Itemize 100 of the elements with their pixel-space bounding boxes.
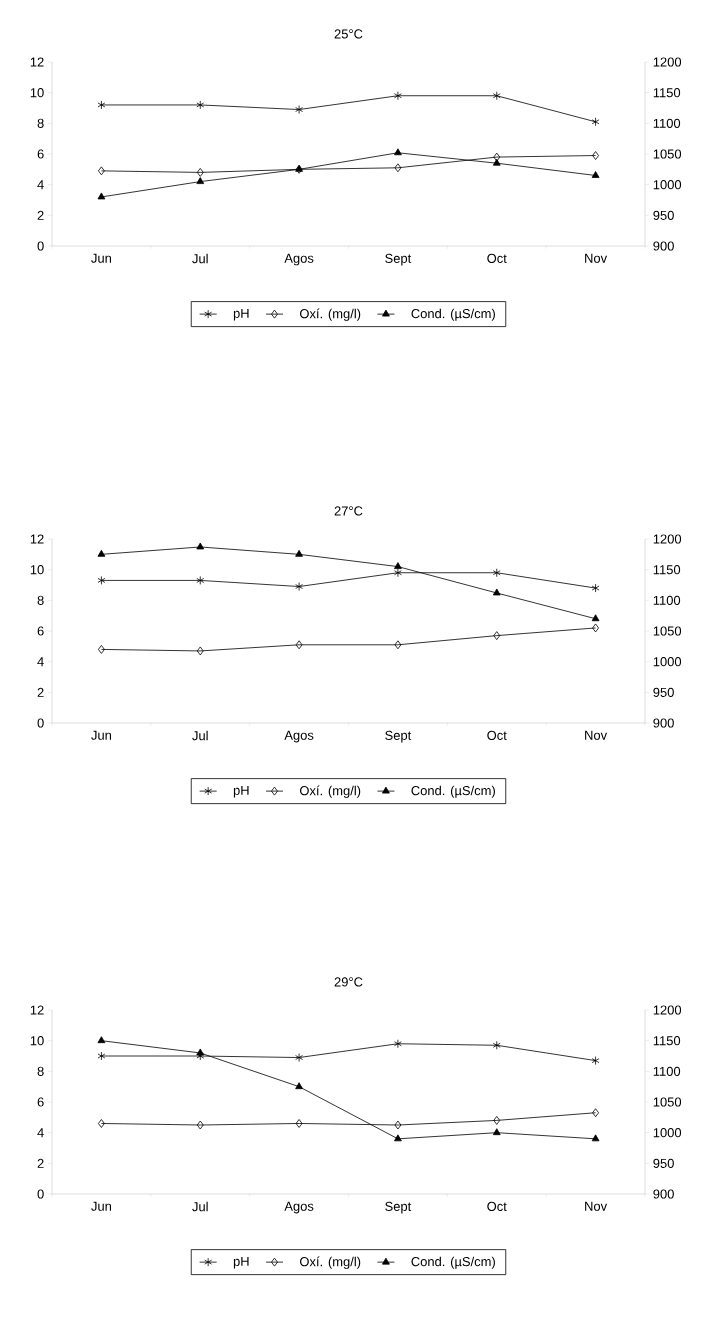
x-tick-label: Oct xyxy=(487,730,507,740)
point xyxy=(97,549,106,557)
y2-tick-label: 1200 xyxy=(653,534,682,544)
y-tick-label: 2 xyxy=(37,687,44,697)
point xyxy=(295,1082,303,1090)
y-tick-label: 2 xyxy=(37,210,44,220)
y2-tick-label: 1050 xyxy=(653,1097,682,1107)
x-tick-label: Jun xyxy=(91,1201,112,1211)
point xyxy=(592,1108,599,1118)
y-tick-label: 2 xyxy=(37,1158,44,1168)
point xyxy=(196,542,205,550)
legend-label: Cond. (µS/cm) xyxy=(411,308,495,321)
y-tick-label: 8 xyxy=(37,595,44,605)
y2-tick-label: 1000 xyxy=(653,1128,682,1138)
y2-tick-label: 1200 xyxy=(653,1005,682,1015)
y-tick-label: 10 xyxy=(30,1036,44,1046)
x-tick-label: Sept xyxy=(385,730,412,743)
point xyxy=(394,91,402,101)
x-tick-label: Sept xyxy=(385,253,412,266)
y2-tick-label: 1150 xyxy=(653,88,681,98)
y-tick-label: 6 xyxy=(37,1097,44,1107)
point xyxy=(295,1119,303,1128)
y-tick-label: 10 xyxy=(30,88,44,98)
x-tick-label: Agos xyxy=(284,730,314,743)
y2-tick-label: 1150 xyxy=(653,565,681,575)
point xyxy=(591,171,600,178)
y2-tick-label: 1150 xyxy=(653,1036,681,1046)
y-tick-label: 12 xyxy=(30,57,44,67)
point xyxy=(394,1134,402,1142)
y-tick-label: 4 xyxy=(37,657,44,667)
point xyxy=(394,1120,402,1130)
point xyxy=(592,623,599,633)
point xyxy=(196,168,204,177)
point xyxy=(394,640,402,650)
point xyxy=(295,105,303,114)
point xyxy=(591,117,600,127)
point xyxy=(591,1056,600,1066)
point xyxy=(394,562,402,570)
point xyxy=(492,568,501,578)
y-tick-label: 8 xyxy=(37,1066,44,1076)
point xyxy=(97,192,106,200)
y-tick-label: 4 xyxy=(37,1128,44,1138)
point xyxy=(97,1051,106,1061)
legend-label: Cond. (µS/cm) xyxy=(411,1256,495,1269)
point xyxy=(295,640,303,650)
y2-tick-label: 950 xyxy=(653,687,674,697)
x-tick-label: Jun xyxy=(91,253,112,263)
point xyxy=(394,148,402,156)
y2-tick-label: 950 xyxy=(653,210,674,220)
point xyxy=(196,100,205,110)
point xyxy=(98,645,105,654)
point xyxy=(493,1116,501,1125)
point xyxy=(591,1134,600,1142)
point xyxy=(394,568,402,578)
x-tick-label: Oct xyxy=(487,253,507,263)
y2-tick-label: 1000 xyxy=(653,180,682,190)
legend-label: Oxí. (mg/l) xyxy=(300,1256,361,1269)
point xyxy=(295,549,303,557)
chart-title: 29°C xyxy=(334,977,363,987)
point xyxy=(295,1053,303,1062)
y2-tick-label: 900 xyxy=(653,718,674,728)
x-tick-label: Sept xyxy=(385,1201,412,1214)
point xyxy=(492,588,501,596)
x-tick-label: Jul xyxy=(192,730,208,741)
x-tick-label: Oct xyxy=(487,1201,507,1211)
legend-label: pH xyxy=(233,308,249,321)
y-tick-label: 12 xyxy=(30,534,44,544)
y-tick-label: 0 xyxy=(37,241,44,251)
y-tick-label: 6 xyxy=(37,149,44,159)
y2-tick-label: 1000 xyxy=(653,657,682,667)
x-tick-label: Jun xyxy=(91,730,112,740)
y-tick-label: 6 xyxy=(37,626,44,636)
y2-tick-label: 1050 xyxy=(653,626,682,636)
legend-label: pH xyxy=(233,785,249,798)
point xyxy=(394,163,402,173)
legend-label: pH xyxy=(233,1256,249,1269)
legend-label: Oxí. (mg/l) xyxy=(300,785,361,798)
point xyxy=(591,614,600,622)
point xyxy=(196,576,205,585)
point xyxy=(97,576,106,585)
point xyxy=(97,1036,106,1044)
point xyxy=(492,91,501,101)
x-tick-label: Nov xyxy=(585,253,608,263)
y2-tick-label: 900 xyxy=(653,1189,674,1199)
y-tick-label: 10 xyxy=(30,565,44,575)
y2-tick-label: 1200 xyxy=(653,57,682,67)
x-tick-label: Nov xyxy=(585,730,608,740)
y-tick-label: 0 xyxy=(37,1189,44,1199)
point xyxy=(492,1128,501,1136)
point xyxy=(196,1120,204,1130)
x-tick-label: Agos xyxy=(284,1201,314,1214)
y2-tick-label: 950 xyxy=(653,1158,674,1168)
y2-tick-label: 1100 xyxy=(653,118,681,128)
chart-title: 27°C xyxy=(334,506,363,516)
point xyxy=(98,166,105,176)
point xyxy=(196,1048,205,1056)
point xyxy=(492,158,501,166)
y-tick-label: 12 xyxy=(30,1005,44,1015)
point xyxy=(591,583,600,593)
y2-tick-label: 1050 xyxy=(653,149,682,159)
